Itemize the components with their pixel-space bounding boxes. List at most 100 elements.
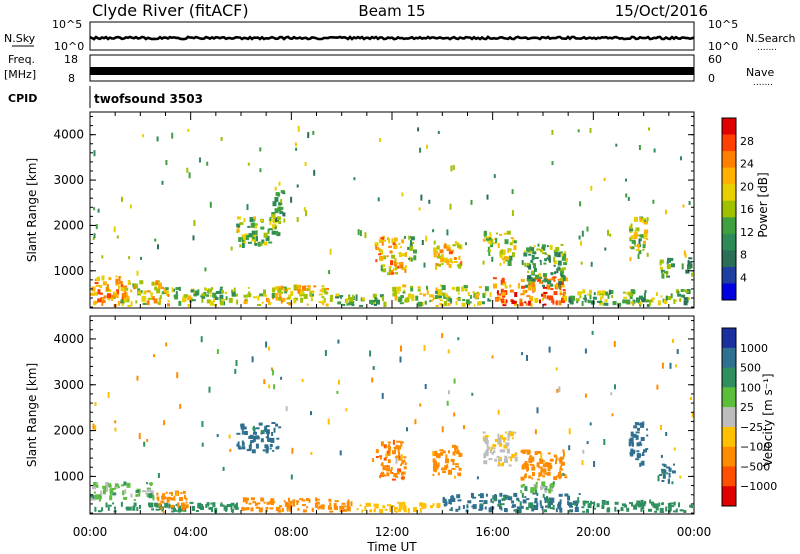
- data-cell: [665, 432, 668, 436]
- data-cell: [253, 435, 256, 439]
- colorbar-swatch: [722, 200, 736, 218]
- freq-label-line1: Freq.: [8, 53, 35, 66]
- data-cell: [586, 441, 589, 445]
- data-cell: [163, 288, 166, 292]
- data-cell: [469, 294, 472, 299]
- freq-trace: [90, 67, 694, 75]
- data-cell: [375, 259, 378, 263]
- data-cell: [539, 249, 542, 253]
- data-cell: [519, 302, 524, 307]
- data-cell: [163, 420, 166, 426]
- data-cell: [553, 454, 557, 458]
- data-cell: [463, 285, 468, 289]
- data-cell: [341, 505, 345, 510]
- data-cell: [461, 286, 464, 292]
- data-cell: [556, 282, 559, 288]
- data-cell: [634, 216, 638, 222]
- data-cell: [553, 264, 556, 267]
- data-cell: [519, 501, 522, 507]
- data-cell: [534, 297, 539, 303]
- data-cell: [97, 298, 102, 303]
- power-data-layer: [90, 125, 694, 307]
- data-cell: [564, 251, 567, 255]
- data-cell: [631, 503, 633, 507]
- data-cell: [652, 199, 655, 204]
- data-cell: [263, 232, 268, 238]
- data-cell: [520, 484, 524, 488]
- data-cell: [253, 216, 256, 220]
- data-cell: [423, 262, 426, 268]
- data-cell: [114, 486, 118, 489]
- data-cell: [388, 238, 391, 244]
- data-cell: [164, 287, 169, 291]
- data-cell: [527, 285, 532, 291]
- data-cell: [170, 504, 175, 508]
- data-cell: [528, 458, 533, 463]
- data-cell: [256, 236, 258, 241]
- data-cell: [534, 505, 539, 510]
- data-cell: [534, 451, 538, 456]
- data-cell: [670, 258, 674, 261]
- data-cell: [127, 280, 130, 285]
- data-cell: [309, 291, 313, 297]
- data-cell: [432, 473, 435, 476]
- time-tick-label: 08:00: [274, 525, 309, 539]
- data-cell: [214, 297, 219, 300]
- data-cell: [136, 270, 139, 276]
- data-cell: [247, 162, 250, 166]
- data-cell: [635, 458, 640, 461]
- data-cell: [530, 249, 534, 254]
- data-cell: [640, 437, 645, 441]
- data-cell: [399, 246, 402, 249]
- data-cell: [636, 450, 640, 453]
- data-cell: [108, 277, 112, 281]
- data-cell: [528, 253, 532, 256]
- data-cell: [432, 451, 435, 456]
- data-cell: [547, 452, 551, 455]
- data-cell: [95, 284, 100, 287]
- data-cell: [434, 265, 437, 270]
- data-cell: [355, 294, 358, 300]
- data-cell: [242, 240, 247, 244]
- data-cell: [378, 138, 381, 143]
- data-cell: [133, 499, 136, 501]
- data-cell: [489, 241, 492, 245]
- colorbar-tick-label: −100: [740, 441, 770, 454]
- data-cell: [282, 212, 286, 217]
- data-cell: [546, 245, 549, 248]
- data-cell: [521, 285, 525, 289]
- data-cell: [510, 432, 515, 437]
- data-cell: [165, 160, 168, 165]
- data-cell: [415, 295, 419, 301]
- data-cell: [175, 492, 178, 496]
- data-cell: [659, 266, 663, 270]
- data-cell: [447, 302, 451, 306]
- data-cell: [136, 375, 139, 381]
- data-cell: [97, 208, 100, 213]
- data-cell: [629, 237, 632, 240]
- data-cell: [368, 502, 371, 507]
- data-cell: [410, 257, 413, 262]
- data-cell: [634, 229, 637, 234]
- data-cell: [269, 447, 272, 450]
- data-cell: [457, 292, 460, 295]
- data-cell: [668, 468, 672, 472]
- data-cell: [278, 181, 281, 186]
- data-cell: [146, 439, 149, 442]
- data-cell: [220, 504, 225, 507]
- data-cell: [195, 510, 199, 512]
- data-cell: [680, 156, 682, 161]
- data-cell: [451, 444, 456, 448]
- data-cell: [364, 232, 367, 239]
- data-cell: [283, 286, 287, 290]
- data-cell: [115, 278, 119, 284]
- data-cell: [509, 248, 512, 252]
- data-cell: [568, 297, 572, 303]
- data-cell: [545, 505, 547, 508]
- data-cell: [387, 441, 391, 444]
- data-cell: [222, 466, 225, 471]
- data-cell: [141, 296, 146, 302]
- data-cell: [488, 241, 491, 244]
- data-cell: [243, 507, 247, 511]
- data-cell: [253, 431, 257, 435]
